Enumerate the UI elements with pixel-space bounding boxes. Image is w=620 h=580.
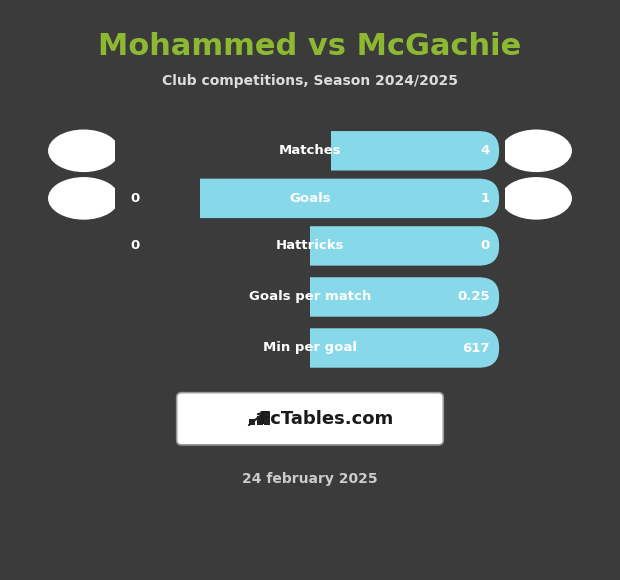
- FancyBboxPatch shape: [121, 131, 499, 171]
- FancyBboxPatch shape: [121, 226, 499, 266]
- FancyBboxPatch shape: [121, 179, 499, 218]
- Text: FcTables.com: FcTables.com: [258, 409, 393, 428]
- Text: Hattricks: Hattricks: [276, 240, 344, 252]
- Bar: [115, 128, 331, 173]
- FancyBboxPatch shape: [121, 226, 499, 266]
- Text: 0: 0: [130, 192, 140, 205]
- Text: Mohammed vs McGachie: Mohammed vs McGachie: [99, 32, 521, 61]
- FancyBboxPatch shape: [121, 131, 499, 171]
- Text: 1: 1: [480, 192, 490, 205]
- Bar: [115, 176, 200, 221]
- Text: Min per goal: Min per goal: [263, 342, 357, 354]
- Text: 0: 0: [480, 240, 490, 252]
- Bar: [310, 274, 505, 320]
- FancyBboxPatch shape: [121, 131, 499, 171]
- FancyBboxPatch shape: [121, 226, 499, 266]
- FancyBboxPatch shape: [121, 277, 499, 317]
- Ellipse shape: [501, 129, 572, 172]
- FancyBboxPatch shape: [177, 393, 443, 445]
- Ellipse shape: [501, 177, 572, 220]
- Bar: [331, 128, 505, 173]
- Bar: [310, 223, 505, 269]
- FancyBboxPatch shape: [121, 226, 499, 266]
- FancyBboxPatch shape: [121, 179, 499, 218]
- FancyBboxPatch shape: [121, 277, 499, 317]
- FancyBboxPatch shape: [121, 328, 499, 368]
- Bar: [200, 176, 505, 221]
- FancyBboxPatch shape: [121, 328, 499, 368]
- FancyBboxPatch shape: [121, 328, 499, 368]
- FancyBboxPatch shape: [121, 179, 499, 218]
- Bar: [310, 223, 505, 269]
- FancyBboxPatch shape: [121, 328, 499, 368]
- Text: 0.25: 0.25: [457, 291, 490, 303]
- Text: 0: 0: [130, 240, 140, 252]
- Text: 4: 4: [480, 144, 490, 157]
- Text: 24 february 2025: 24 february 2025: [242, 472, 378, 485]
- Text: Goals per match: Goals per match: [249, 291, 371, 303]
- Text: 617: 617: [463, 342, 490, 354]
- FancyBboxPatch shape: [121, 328, 499, 368]
- Bar: [200, 176, 505, 221]
- Bar: [115, 274, 310, 320]
- FancyBboxPatch shape: [121, 131, 499, 171]
- Bar: [115, 223, 310, 269]
- Text: Matches: Matches: [278, 144, 342, 157]
- Text: Club competitions, Season 2024/2025: Club competitions, Season 2024/2025: [162, 74, 458, 88]
- Bar: [115, 176, 200, 221]
- Bar: [115, 274, 310, 320]
- Bar: [249, 419, 255, 425]
- Bar: [115, 128, 331, 173]
- Bar: [310, 274, 505, 320]
- Bar: [115, 325, 310, 371]
- Bar: [257, 415, 263, 425]
- Bar: [264, 412, 270, 425]
- FancyBboxPatch shape: [121, 277, 499, 317]
- FancyBboxPatch shape: [121, 131, 499, 171]
- Text: Goals: Goals: [289, 192, 331, 205]
- Bar: [310, 325, 505, 371]
- Bar: [115, 325, 310, 371]
- Bar: [310, 325, 505, 371]
- FancyBboxPatch shape: [121, 226, 499, 266]
- FancyBboxPatch shape: [121, 179, 499, 218]
- FancyBboxPatch shape: [121, 277, 499, 317]
- FancyBboxPatch shape: [121, 179, 499, 218]
- FancyBboxPatch shape: [121, 277, 499, 317]
- Bar: [115, 223, 310, 269]
- Bar: [331, 128, 505, 173]
- Ellipse shape: [48, 129, 119, 172]
- Ellipse shape: [48, 177, 119, 220]
